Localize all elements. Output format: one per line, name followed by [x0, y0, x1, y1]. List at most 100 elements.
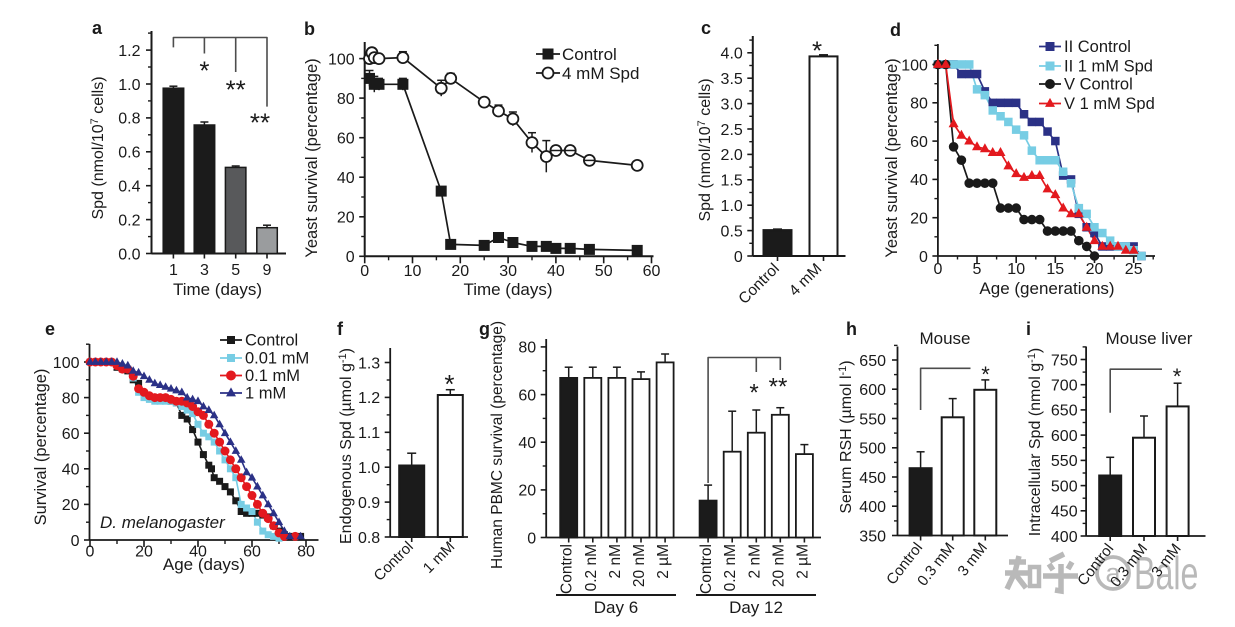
svg-text:4.0: 4.0: [721, 46, 743, 63]
svg-text:0.5: 0.5: [721, 223, 743, 240]
svg-text:Spd (nmol/107 cells): Spd (nmol/107 cells): [89, 76, 107, 219]
svg-text:Control: Control: [698, 544, 715, 594]
svg-text:10: 10: [1007, 261, 1025, 278]
svg-text:e: e: [45, 319, 55, 339]
svg-text:i: i: [1026, 319, 1031, 339]
svg-text:1.1: 1.1: [358, 425, 380, 442]
svg-text:0.6: 0.6: [118, 145, 140, 162]
svg-text:*: *: [199, 56, 209, 86]
svg-text:350: 350: [859, 528, 886, 545]
svg-text:1.2: 1.2: [358, 390, 380, 407]
svg-text:g: g: [479, 319, 490, 339]
svg-text:Human PBMC survival (percentag: Human PBMC survival (percentage): [489, 321, 506, 569]
svg-text:a: a: [92, 18, 103, 38]
svg-text:Yeast survival (percentage): Yeast survival (percentage): [303, 58, 321, 257]
svg-text:0.2 nM: 0.2 nM: [583, 544, 600, 591]
svg-text:Age (generations): Age (generations): [979, 279, 1114, 298]
svg-text:2.5: 2.5: [721, 122, 743, 139]
svg-text:0.4: 0.4: [118, 179, 140, 196]
svg-text:5: 5: [231, 262, 240, 279]
svg-text:650: 650: [1051, 403, 1078, 420]
svg-text:*: *: [444, 369, 454, 399]
svg-text:1.0: 1.0: [721, 198, 743, 215]
svg-text:3.5: 3.5: [721, 71, 743, 88]
svg-text:80: 80: [337, 91, 355, 108]
svg-text:40: 40: [189, 544, 207, 561]
svg-text:Control: Control: [562, 45, 617, 64]
svg-text:0: 0: [346, 249, 355, 266]
svg-text:Day 6: Day 6: [594, 598, 638, 617]
svg-text:20: 20: [135, 544, 153, 561]
svg-text:450: 450: [859, 470, 886, 487]
svg-text:0: 0: [919, 249, 928, 266]
svg-text:80: 80: [910, 96, 928, 113]
svg-text:25: 25: [1125, 261, 1143, 278]
svg-text:Survival (percentage): Survival (percentage): [32, 369, 50, 526]
svg-text:b: b: [304, 19, 315, 39]
svg-text:II 1 mM Spd: II 1 mM Spd: [1064, 58, 1153, 76]
svg-text:4 mM Spd: 4 mM Spd: [562, 64, 639, 83]
svg-text:Serum RSH (µmol l-1): Serum RSH (µmol l-1): [837, 360, 855, 513]
svg-text:0.1 mM: 0.1 mM: [245, 367, 300, 385]
svg-text:700: 700: [1051, 378, 1078, 395]
svg-text:Control: Control: [559, 544, 576, 594]
svg-text:60: 60: [518, 387, 536, 404]
svg-text:**: **: [226, 75, 246, 105]
svg-text:Time (days): Time (days): [463, 280, 552, 299]
svg-text:0.0: 0.0: [118, 246, 140, 263]
svg-text:1.0: 1.0: [358, 460, 380, 477]
svg-text:f: f: [337, 319, 344, 339]
svg-text:V Control: V Control: [1064, 76, 1133, 94]
svg-text:550: 550: [1051, 453, 1078, 470]
svg-text:500: 500: [1051, 478, 1078, 495]
svg-text:60: 60: [243, 544, 261, 561]
svg-text:**: **: [250, 108, 270, 138]
svg-text:9: 9: [263, 262, 272, 279]
svg-text:400: 400: [859, 499, 886, 516]
svg-text:0: 0: [527, 530, 536, 547]
svg-text:2 µM: 2 µM: [655, 544, 672, 579]
svg-text:*: *: [1173, 364, 1182, 389]
svg-text:60: 60: [643, 263, 661, 280]
svg-text:100: 100: [328, 51, 355, 68]
svg-text:0: 0: [86, 544, 95, 561]
svg-text:40: 40: [62, 462, 80, 479]
svg-text:**: **: [769, 374, 788, 401]
svg-text:60: 60: [910, 134, 928, 151]
svg-text:*: *: [749, 380, 758, 407]
svg-text:20: 20: [518, 483, 536, 500]
svg-text:D. melanogaster: D. melanogaster: [100, 513, 226, 532]
svg-text:600: 600: [1051, 428, 1078, 445]
svg-text:Age (days): Age (days): [163, 555, 245, 574]
svg-text:*: *: [812, 36, 822, 66]
svg-text:80: 80: [518, 340, 536, 357]
svg-text:80: 80: [297, 544, 315, 561]
svg-text:750: 750: [1051, 352, 1078, 369]
svg-text:1.5: 1.5: [721, 173, 743, 190]
svg-text:20: 20: [337, 210, 355, 227]
svg-text:*: *: [981, 362, 990, 387]
svg-text:0.01 mM: 0.01 mM: [245, 350, 309, 368]
svg-text:Time (days): Time (days): [173, 280, 262, 299]
svg-text:3.0: 3.0: [721, 96, 743, 113]
svg-text:60: 60: [337, 131, 355, 148]
svg-text:d: d: [890, 20, 901, 40]
svg-text:60: 60: [62, 426, 80, 443]
svg-text:Spd (nmol/107 cells): Spd (nmol/107 cells): [696, 78, 714, 221]
svg-text:Intracellular Spd (nmol g-1): Intracellular Spd (nmol g-1): [1026, 348, 1044, 537]
svg-text:100: 100: [901, 57, 928, 74]
svg-text:a: a: [1105, 558, 1121, 588]
svg-text:2 nM: 2 nM: [607, 544, 624, 578]
svg-text:0: 0: [933, 261, 942, 278]
svg-text:20 nM: 20 nM: [770, 544, 787, 587]
svg-text:Day 12: Day 12: [729, 598, 783, 617]
svg-text:15: 15: [1046, 261, 1064, 278]
svg-text:0.8: 0.8: [358, 530, 380, 547]
svg-text:0: 0: [734, 249, 743, 266]
svg-text:Yeast survival (percentage): Yeast survival (percentage): [883, 58, 901, 257]
svg-text:20: 20: [1086, 261, 1104, 278]
svg-text:Mouse liver: Mouse liver: [1106, 329, 1193, 348]
svg-text:10: 10: [404, 263, 422, 280]
svg-text:2 µM: 2 µM: [794, 544, 811, 579]
svg-text:h: h: [846, 319, 857, 339]
